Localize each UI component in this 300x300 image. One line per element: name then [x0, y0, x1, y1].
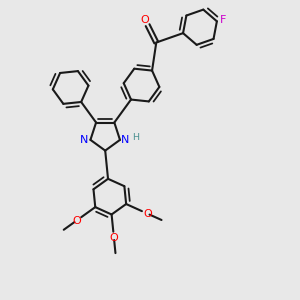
Text: O: O [143, 208, 152, 219]
Text: O: O [72, 216, 81, 226]
Text: O: O [110, 233, 118, 243]
Text: N: N [121, 135, 130, 145]
Text: H: H [132, 133, 139, 142]
Text: N: N [80, 135, 89, 145]
Text: O: O [141, 15, 150, 26]
Text: F: F [220, 15, 226, 25]
